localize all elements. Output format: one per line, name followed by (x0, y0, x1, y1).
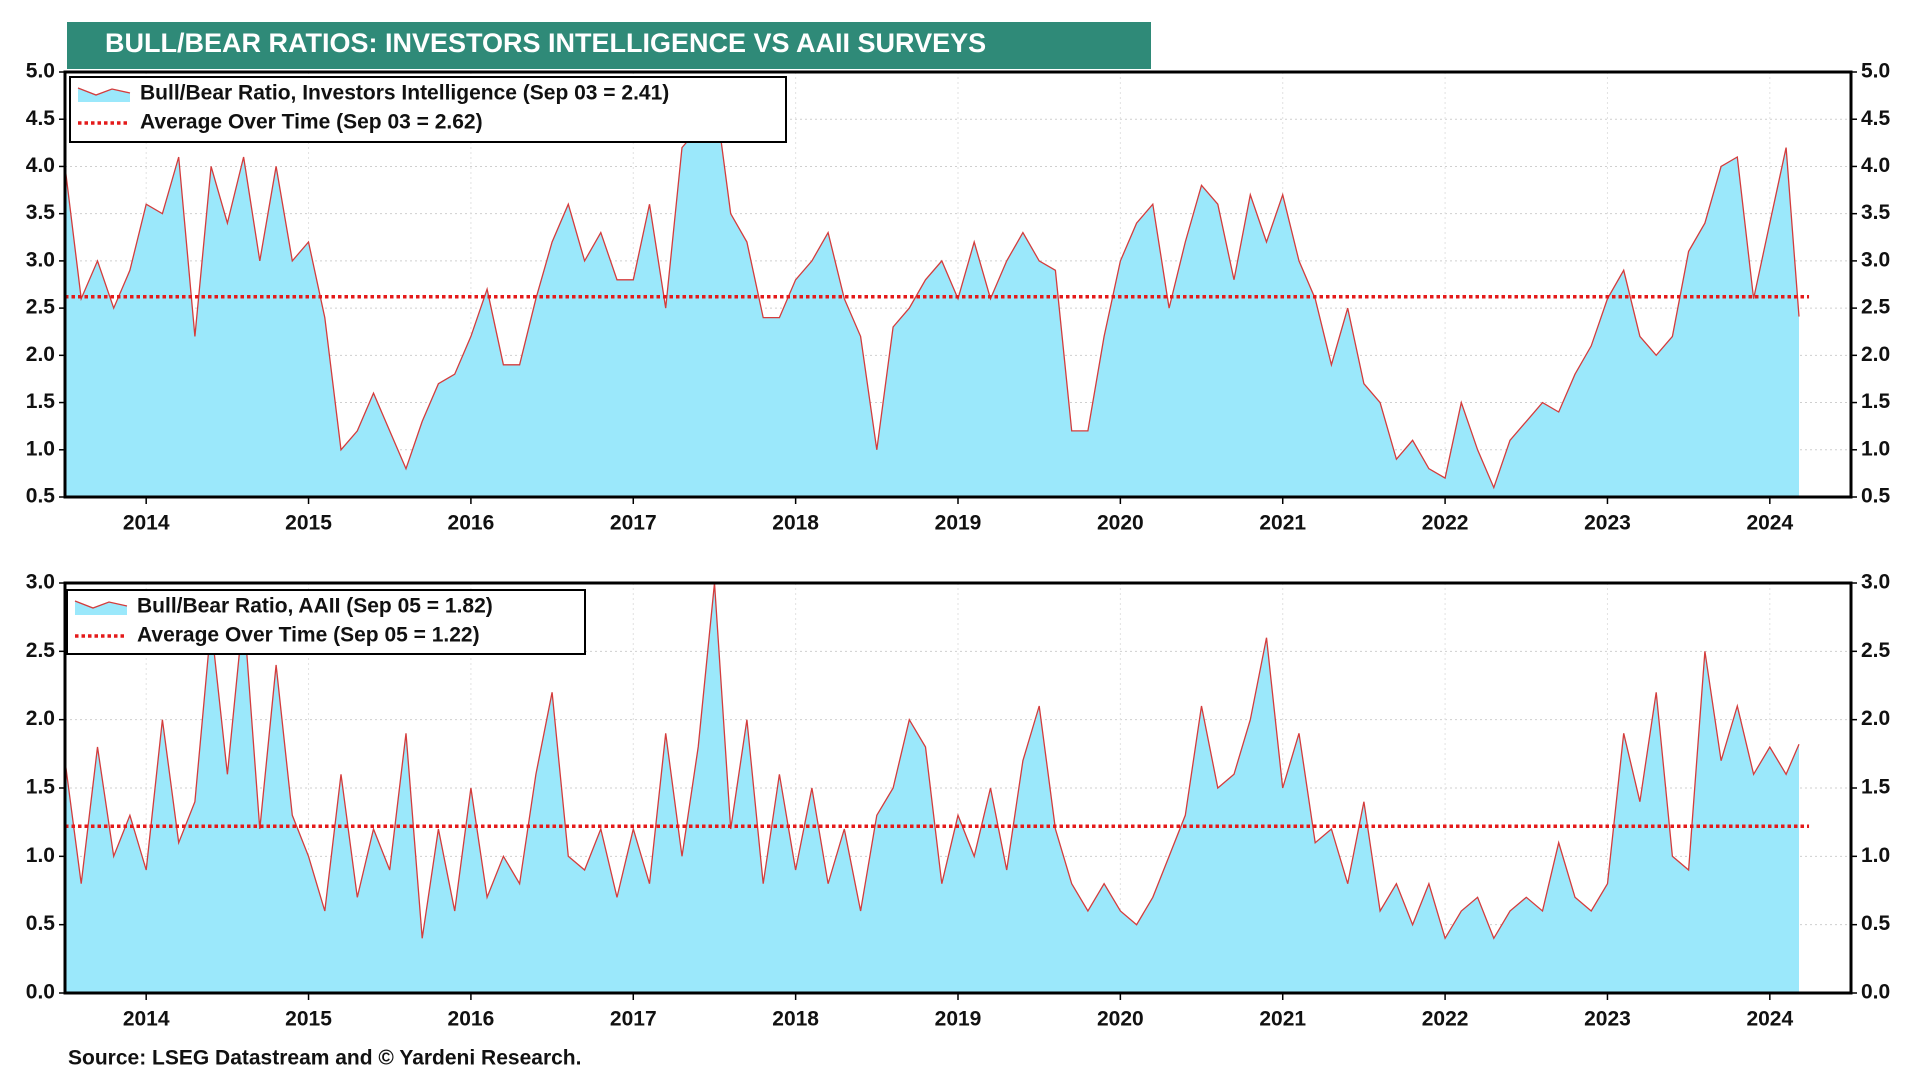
y-tick-label: 2.0 (26, 343, 55, 366)
y2-tick-label: 1.0 (1861, 844, 1890, 867)
y-tick-label: 0.5 (26, 485, 56, 508)
legend-label: Average Over Time (Sep 05 = 1.22) (137, 624, 480, 647)
chart-title: BULL/BEAR RATIOS: INVESTORS INTELLIGENCE… (105, 28, 986, 58)
y-tick-label: 1.0 (26, 437, 55, 460)
y2-tick-label: 2.5 (1861, 296, 1891, 319)
x-tick-label: 2020 (1097, 512, 1144, 535)
x-tick-label: 2022 (1422, 1008, 1469, 1031)
x-tick-label: 2019 (935, 512, 982, 535)
legend-label: Bull/Bear Ratio, AAII (Sep 05 = 1.82) (137, 595, 493, 618)
x-tick-label: 2021 (1259, 1008, 1306, 1031)
legend-label: Bull/Bear Ratio, Investors Intelligence … (140, 82, 669, 105)
y-tick-label: 0.0 (26, 981, 55, 1004)
line (65, 583, 1800, 940)
legend-label: Average Over Time (Sep 03 = 2.62) (140, 111, 483, 134)
x-tick-label: 2024 (1746, 1008, 1793, 1031)
y2-tick-label: 0.5 (1861, 485, 1891, 508)
y-tick-label: 2.5 (26, 639, 56, 662)
source-note: Source: LSEG Datastream and © Yardeni Re… (68, 1047, 581, 1070)
y-tick-label: 1.0 (26, 844, 55, 867)
y2-tick-label: 1.0 (1861, 437, 1890, 460)
x-tick-label: 2019 (935, 1008, 982, 1031)
y2-tick-label: 0.0 (1861, 981, 1890, 1004)
y2-tick-label: 4.0 (1861, 154, 1890, 177)
y2-tick-label: 2.0 (1861, 707, 1890, 730)
y2-tick-label: 1.5 (1861, 390, 1891, 413)
legend-swatch-line (74, 600, 128, 609)
x-tick-label: 2018 (772, 1008, 819, 1031)
y2-tick-label: 3.0 (1861, 248, 1890, 271)
x-tick-label: 2018 (772, 512, 819, 535)
y-tick-label: 4.5 (26, 107, 56, 130)
x-tick-label: 2015 (285, 1008, 332, 1031)
x-tick-label: 2014 (123, 512, 170, 535)
x-tick-label: 2023 (1584, 512, 1631, 535)
x-tick-label: 2024 (1746, 512, 1793, 535)
y2-tick-label: 3.5 (1861, 201, 1891, 224)
plot-frame (63, 70, 1853, 499)
x-tick-label: 2015 (285, 512, 332, 535)
plot-frame (63, 581, 1853, 995)
y2-tick-label: 2.0 (1861, 343, 1890, 366)
x-tick-label: 2021 (1259, 512, 1306, 535)
x-tick-label: 2022 (1422, 512, 1469, 535)
y2-tick-label: 2.5 (1861, 639, 1891, 662)
x-tick-label: 2014 (123, 1008, 170, 1031)
y-tick-label: 1.5 (26, 776, 56, 799)
legend-swatch-line (77, 87, 131, 96)
y-tick-label: 3.5 (26, 201, 56, 224)
line (65, 88, 1800, 490)
y2-tick-label: 4.5 (1861, 107, 1891, 130)
y-tick-label: 0.5 (26, 912, 56, 935)
y-tick-label: 3.0 (26, 571, 55, 594)
y2-tick-label: 5.0 (1861, 60, 1890, 83)
y2-tick-label: 3.0 (1861, 571, 1890, 594)
y-tick-label: 2.5 (26, 296, 56, 319)
y-tick-label: 2.0 (26, 707, 55, 730)
area (65, 90, 1799, 497)
legend-box (66, 589, 586, 655)
y2-tick-label: 0.5 (1861, 912, 1891, 935)
y-tick-label: 5.0 (26, 60, 55, 83)
legend-swatch (78, 88, 130, 102)
y-tick-label: 4.0 (26, 154, 55, 177)
x-tick-label: 2017 (610, 1008, 657, 1031)
y-tick-label: 1.5 (26, 390, 56, 413)
x-tick-label: 2016 (448, 1008, 495, 1031)
y2-tick-label: 1.5 (1861, 776, 1891, 799)
area (65, 583, 1799, 993)
title-banner (67, 22, 1151, 69)
legend-swatch (75, 601, 127, 615)
x-tick-label: 2020 (1097, 1008, 1144, 1031)
x-tick-label: 2016 (448, 512, 495, 535)
legend-box (69, 76, 787, 143)
x-tick-label: 2023 (1584, 1008, 1631, 1031)
y-tick-label: 3.0 (26, 248, 55, 271)
x-tick-label: 2017 (610, 512, 657, 535)
